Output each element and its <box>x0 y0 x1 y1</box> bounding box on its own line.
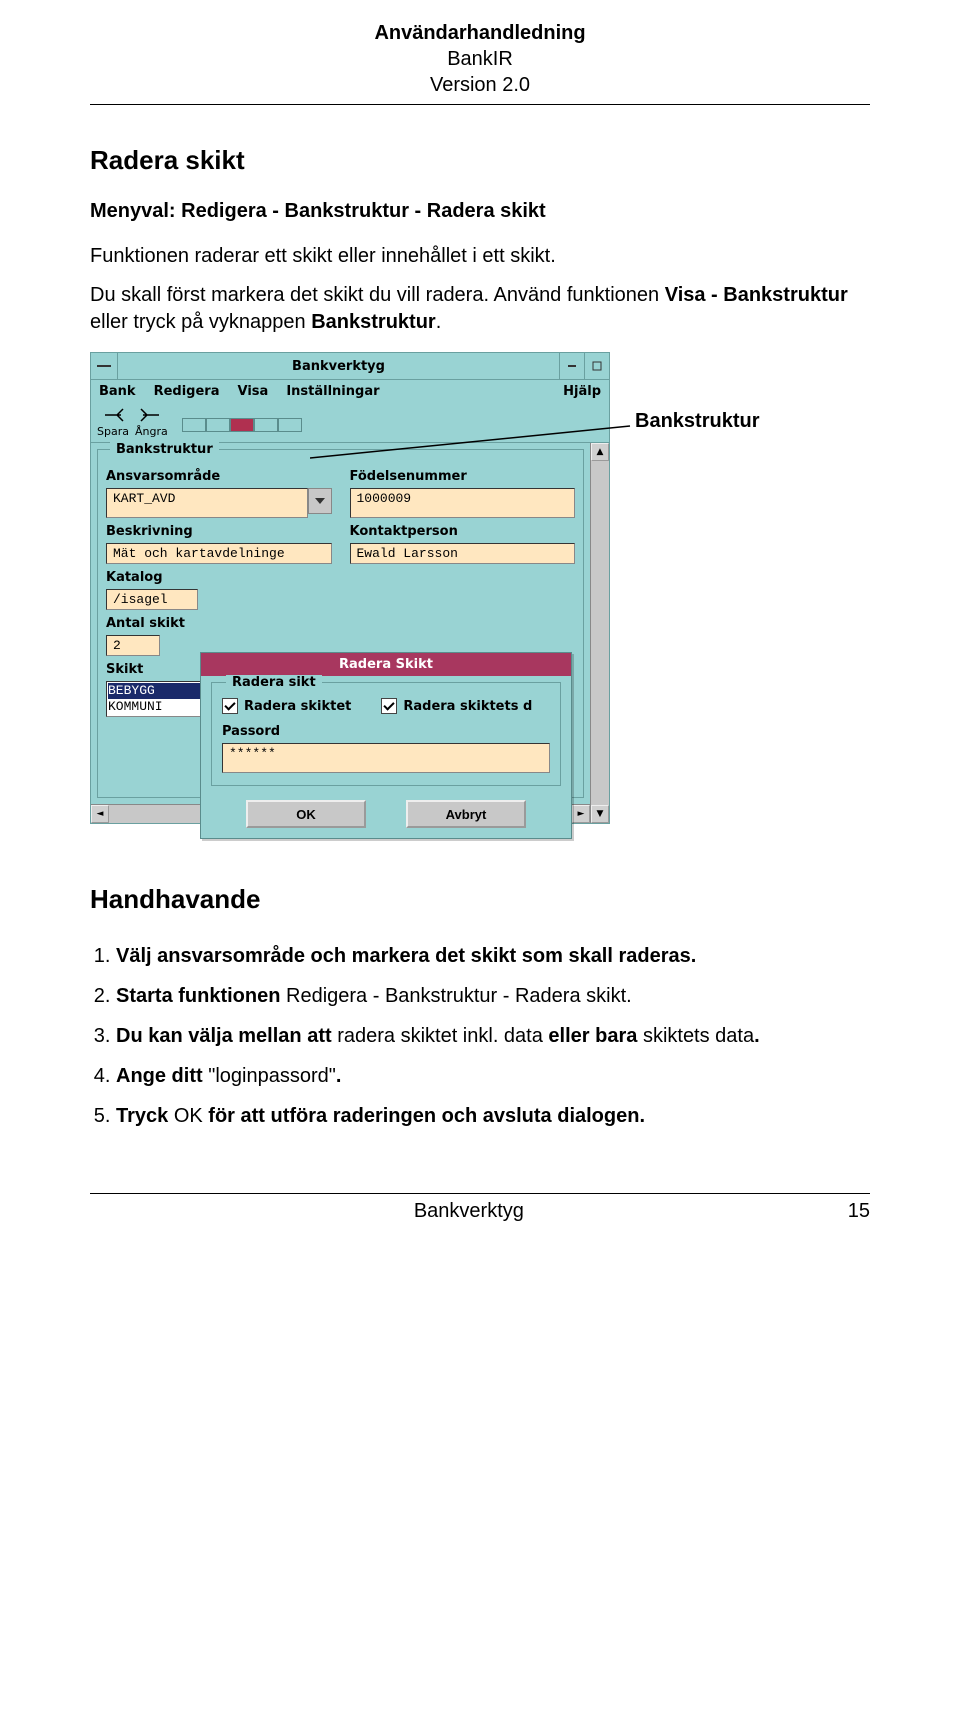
view-tab-5[interactable] <box>278 418 302 432</box>
footer-center: Bankverktyg <box>414 1200 524 1223</box>
checkbox-radera-skiktet[interactable]: Radera skiktet <box>222 698 351 714</box>
list-item[interactable]: KOMMUNI <box>108 699 200 715</box>
page-number: 15 <box>848 1200 870 1223</box>
menu-installningar[interactable]: Inställningar <box>286 384 379 399</box>
menu-path: Menyval: Redigera - Bankstruktur - Rader… <box>90 200 870 223</box>
checkbox-icon <box>381 698 397 714</box>
step-item: Starta funktionen Redigera - Bankstruktu… <box>116 979 870 1013</box>
step-item: Ange ditt "loginpassord". <box>116 1059 870 1093</box>
toolbar: Spara Ångra <box>91 403 609 443</box>
bankverktyg-window: Bankverktyg Bank Redigera Visa Inställni… <box>90 352 610 824</box>
undo-button[interactable]: Ångra <box>135 405 168 438</box>
steps-list: Välj ansvarsområde och markera det skikt… <box>90 939 870 1133</box>
checkbox-icon <box>222 698 238 714</box>
minimize-icon[interactable] <box>559 353 584 379</box>
beskrivning-input[interactable]: Mät och kartavdelninge <box>106 543 332 564</box>
dialog-title: Radera Skikt <box>201 653 571 676</box>
window-title: Bankverktyg <box>118 359 559 374</box>
maximize-icon[interactable] <box>584 353 609 379</box>
menu-redigera[interactable]: Redigera <box>154 384 220 399</box>
doc-title: Användarhandledning <box>90 20 870 46</box>
kontaktperson-input[interactable]: Ewald Larsson <box>350 543 576 564</box>
handhavande-heading: Handhavande <box>90 884 870 915</box>
ansvarsomrade-dropdown-icon[interactable] <box>308 488 332 514</box>
fodelsenummer-input[interactable]: 1000009 <box>350 488 576 518</box>
label-skikt: Skikt <box>106 662 198 677</box>
vertical-scrollbar[interactable]: ▲ ▼ <box>590 443 609 823</box>
scroll-down-icon[interactable]: ▼ <box>591 805 609 823</box>
skikt-listbox[interactable]: BEBYGG KOMMUNI <box>106 681 202 717</box>
system-menu-icon[interactable] <box>91 353 118 379</box>
scroll-right-icon[interactable]: ► <box>572 805 590 823</box>
katalog-input[interactable]: /isagel <box>106 589 198 610</box>
label-fodelsenummer: Födelsenummer <box>350 469 576 484</box>
checkbox-radera-skiktets-d[interactable]: Radera skiktets d <box>381 698 532 714</box>
passord-input[interactable]: ****** <box>222 743 550 773</box>
view-tab-2[interactable] <box>206 418 230 432</box>
scroll-left-icon[interactable]: ◄ <box>91 805 109 823</box>
label-passord: Passord <box>222 724 550 739</box>
label-antal-skikt: Antal skikt <box>106 616 198 631</box>
label-ansvarsomrade: Ansvarsområde <box>106 469 332 484</box>
save-button[interactable]: Spara <box>97 405 129 438</box>
avbryt-button[interactable]: Avbryt <box>406 800 526 828</box>
intro-line-2: Du skall först markera det skikt du vill… <box>90 282 870 336</box>
step-item: Du kan välja mellan att radera skiktet i… <box>116 1019 870 1053</box>
menu-visa[interactable]: Visa <box>238 384 269 399</box>
label-beskrivning: Beskrivning <box>106 524 332 539</box>
ok-button[interactable]: OK <box>246 800 366 828</box>
menubar: Bank Redigera Visa Inställningar Hjälp <box>91 380 609 403</box>
scroll-up-icon[interactable]: ▲ <box>591 443 609 461</box>
section-heading: Radera skikt <box>90 145 870 176</box>
list-item[interactable]: BEBYGG <box>108 683 200 699</box>
view-tab-4[interactable] <box>254 418 278 432</box>
label-katalog: Katalog <box>106 570 198 585</box>
doc-product: BankIR <box>90 46 870 72</box>
view-tab-1[interactable] <box>182 418 206 432</box>
view-tab-3[interactable] <box>230 418 254 432</box>
antal-skikt-input[interactable]: 2 <box>106 635 160 656</box>
menu-bank[interactable]: Bank <box>99 384 136 399</box>
callout-label: Bankstruktur <box>635 410 759 433</box>
header-divider <box>90 104 870 105</box>
menu-hjalp[interactable]: Hjälp <box>563 384 601 399</box>
titlebar: Bankverktyg <box>91 353 609 380</box>
footer-divider <box>90 1193 870 1194</box>
panel-legend: Bankstruktur <box>110 442 219 457</box>
step-item: Välj ansvarsområde och markera det skikt… <box>116 939 870 973</box>
label-kontaktperson: Kontaktperson <box>350 524 576 539</box>
step-item: Tryck OK för att utföra raderingen och a… <box>116 1099 870 1133</box>
doc-version: Version 2.0 <box>90 72 870 98</box>
radera-skikt-dialog: Radera Skikt Radera sikt Radera skiktet … <box>200 652 572 839</box>
ansvarsomrade-input[interactable]: KART_AVD <box>106 488 308 518</box>
dialog-fieldset-legend: Radera sikt <box>226 675 322 690</box>
intro-line-1: Funktionen raderar ett skikt eller inneh… <box>90 243 870 270</box>
